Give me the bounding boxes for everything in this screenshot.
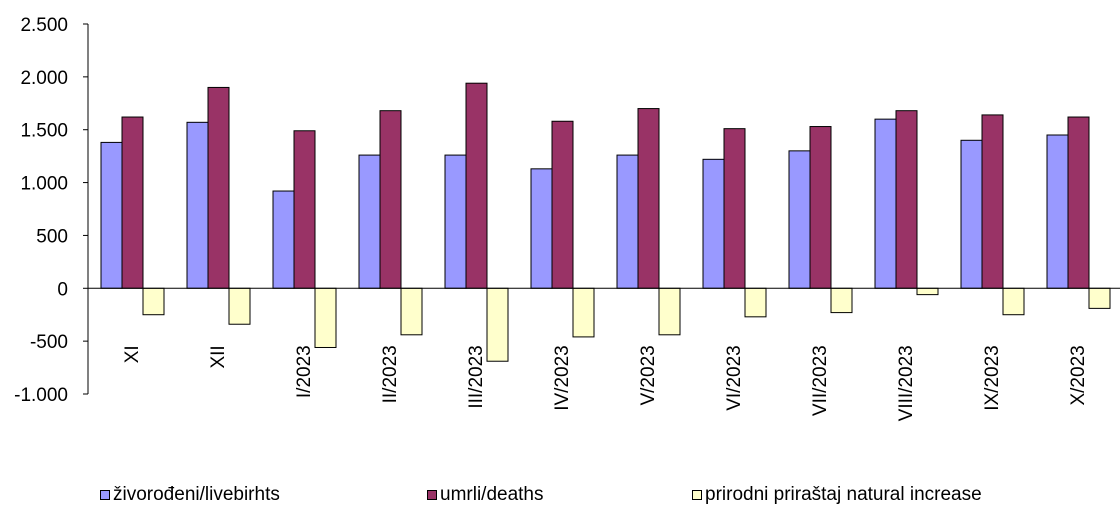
x-category-label: X/2023 xyxy=(1068,345,1089,405)
legend-swatch-deaths xyxy=(427,490,437,500)
bar-natural-increase-8 xyxy=(830,287,853,314)
x-category-label: IX/2023 xyxy=(982,345,1003,411)
y-tick-label: 500 xyxy=(36,226,68,247)
legend-swatch-natural-increase xyxy=(692,490,702,500)
y-tick-label: 0 xyxy=(57,279,68,300)
x-category-label: V/2023 xyxy=(638,345,659,405)
x-category-label: XI xyxy=(122,345,143,363)
legend-item-deaths: umrli/deaths xyxy=(427,484,544,506)
bar-deaths-3 xyxy=(379,110,402,289)
x-category-label: IV/2023 xyxy=(552,345,573,411)
legend-item-livebirths: živorođeni/livebirhts xyxy=(100,484,280,506)
bar-livebirths-5 xyxy=(530,168,553,289)
x-tick-labels: XI XII I/2023 II/2023 III/2023 IV/2023 V/2023 V… xyxy=(122,345,1089,421)
y-tick-labels: -1.000 -500 0 500 1.000 1.500 2.000 2.500 xyxy=(14,15,68,406)
x-category-label: VII/2023 xyxy=(810,345,831,416)
bar-livebirths-7 xyxy=(702,158,725,289)
legend: živorođeni/livebirhts umrli/deaths priro… xyxy=(0,484,1120,510)
bar-natural-increase-5 xyxy=(572,287,595,338)
bar-livebirths-0 xyxy=(100,141,123,289)
legend-swatch-livebirths xyxy=(100,490,110,500)
x-category-label: III/2023 xyxy=(466,345,487,408)
bar-natural-increase-7 xyxy=(744,287,767,318)
bar-livebirths-3 xyxy=(358,154,381,289)
bar-natural-increase-0 xyxy=(142,287,165,316)
bar-livebirths-8 xyxy=(788,150,811,289)
bar-deaths-6 xyxy=(637,108,660,289)
x-category-label: VI/2023 xyxy=(724,345,745,411)
bar-natural-increase-6 xyxy=(658,287,681,336)
bar-deaths-8 xyxy=(809,126,832,289)
x-category-label: II/2023 xyxy=(380,345,401,403)
bar-deaths-1 xyxy=(207,86,230,289)
bar-deaths-11 xyxy=(1067,116,1090,289)
x-category-label: XII xyxy=(208,345,229,368)
x-category-label: I/2023 xyxy=(294,345,315,398)
bar-natural-increase-1 xyxy=(228,287,251,325)
bar-natural-increase-3 xyxy=(400,287,423,336)
legend-label-livebirths: živorođeni/livebirhts xyxy=(113,484,280,505)
legend-label-natural-increase: prirodni priraštaj natural increase xyxy=(705,484,982,505)
bar-livebirths-6 xyxy=(616,154,639,289)
bars-group xyxy=(100,82,1111,362)
bar-livebirths-10 xyxy=(960,139,983,289)
bar-deaths-4 xyxy=(465,82,488,289)
bar-deaths-0 xyxy=(121,116,144,289)
bar-deaths-2 xyxy=(293,130,316,289)
axes-group xyxy=(83,23,1120,395)
bar-livebirths-2 xyxy=(272,190,295,289)
bar-livebirths-9 xyxy=(874,118,897,289)
bar-natural-increase-2 xyxy=(314,287,337,348)
bar-livebirths-11 xyxy=(1046,134,1069,289)
bar-natural-increase-10 xyxy=(1002,287,1025,316)
bar-deaths-9 xyxy=(895,110,918,289)
x-category-label: VIII/2023 xyxy=(896,345,917,421)
bar-deaths-7 xyxy=(723,128,746,289)
chart: -1.000 -500 0 500 1.000 1.500 2.000 2.500 XI XII… xyxy=(14,15,1120,421)
legend-label-deaths: umrli/deaths xyxy=(440,484,544,505)
y-tick-label: 2.500 xyxy=(20,15,68,36)
y-tick-label: -500 xyxy=(30,332,68,353)
bar-deaths-5 xyxy=(551,120,574,289)
y-tick-label: 2.000 xyxy=(20,68,68,89)
y-tick-label: -1.000 xyxy=(14,385,68,406)
y-tick-label: 1.000 xyxy=(20,174,68,195)
bar-natural-increase-9 xyxy=(916,287,939,296)
legend-item-natural-increase: prirodni priraštaj natural increase xyxy=(692,484,982,506)
bar-natural-increase-11 xyxy=(1088,287,1111,309)
bar-natural-increase-4 xyxy=(486,287,509,362)
y-tick-label: 1.500 xyxy=(20,121,68,142)
bar-livebirths-4 xyxy=(444,154,467,289)
bar-deaths-10 xyxy=(981,114,1004,289)
bar-livebirths-1 xyxy=(186,121,209,289)
